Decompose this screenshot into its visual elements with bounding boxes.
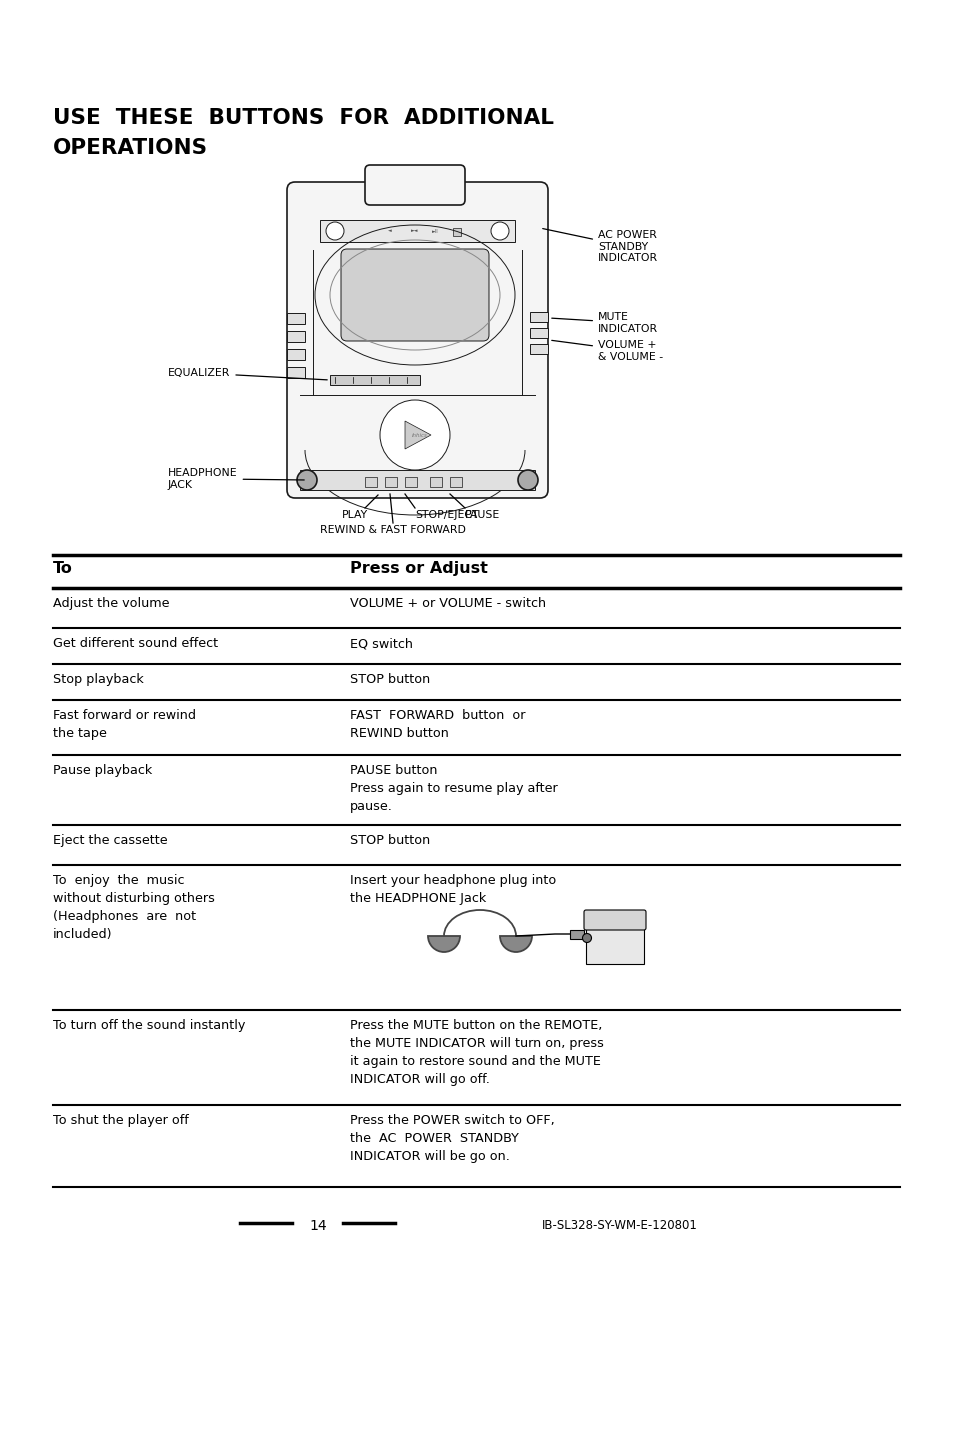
Text: Eject the cassette: Eject the cassette <box>53 834 168 847</box>
Text: Press the MUTE button on the REMOTE,
the MUTE INDICATOR will turn on, press
it a: Press the MUTE button on the REMOTE, the… <box>350 1020 603 1085</box>
Text: Insert your headphone plug into
the HEADPHONE Jack: Insert your headphone plug into the HEAD… <box>350 874 556 905</box>
Text: EQ switch: EQ switch <box>350 636 413 651</box>
Text: FAST  FORWARD  button  or
REWIND button: FAST FORWARD button or REWIND button <box>350 709 525 739</box>
Text: AC POWER
STANDBY
INDICATOR: AC POWER STANDBY INDICATOR <box>542 229 658 263</box>
Text: PLAY: PLAY <box>341 511 368 521</box>
Bar <box>453 227 460 236</box>
Wedge shape <box>428 937 459 952</box>
Text: ihhics: ihhics <box>412 432 428 438</box>
Text: MUTE
INDICATOR: MUTE INDICATOR <box>551 312 658 333</box>
Bar <box>450 478 461 488</box>
Text: IB-SL328-SY-WM-E-120801: IB-SL328-SY-WM-E-120801 <box>541 1218 698 1233</box>
Text: STOP/EJECT: STOP/EJECT <box>415 511 478 521</box>
Bar <box>585 922 643 964</box>
Bar <box>430 478 441 488</box>
Wedge shape <box>499 937 532 952</box>
Text: To shut the player off: To shut the player off <box>53 1114 189 1127</box>
Text: REWIND & FAST FORWARD: REWIND & FAST FORWARD <box>319 525 465 535</box>
Text: ►II: ►II <box>431 229 438 233</box>
Bar <box>287 313 305 325</box>
Text: Press the POWER switch to OFF,
the  AC  POWER  STANDBY
INDICATOR will be go on.: Press the POWER switch to OFF, the AC PO… <box>350 1114 554 1163</box>
Text: To: To <box>53 561 72 576</box>
Text: STOP button: STOP button <box>350 834 430 847</box>
Text: ►◄: ►◄ <box>411 229 418 233</box>
Bar <box>530 327 547 337</box>
Bar <box>405 478 416 488</box>
Text: USE  THESE  BUTTONS  FOR  ADDITIONAL: USE THESE BUTTONS FOR ADDITIONAL <box>53 109 554 129</box>
Bar <box>299 470 535 490</box>
FancyBboxPatch shape <box>340 249 489 340</box>
Text: Press or Adjust: Press or Adjust <box>350 561 487 576</box>
Text: Adjust the volume: Adjust the volume <box>53 596 170 611</box>
FancyBboxPatch shape <box>583 909 645 930</box>
Circle shape <box>379 400 450 470</box>
Circle shape <box>491 222 509 240</box>
Text: EQUALIZER: EQUALIZER <box>168 368 327 380</box>
Text: ◄: ◄ <box>388 229 392 233</box>
Text: STOP button: STOP button <box>350 674 430 686</box>
Text: VOLUME +
& VOLUME -: VOLUME + & VOLUME - <box>551 340 662 362</box>
Circle shape <box>296 470 316 490</box>
Circle shape <box>326 222 344 240</box>
Circle shape <box>582 934 591 942</box>
Bar <box>330 375 419 385</box>
FancyBboxPatch shape <box>365 164 464 204</box>
Text: To  enjoy  the  music
without disturbing others
(Headphones  are  not
included): To enjoy the music without disturbing ot… <box>53 874 214 941</box>
FancyBboxPatch shape <box>287 182 547 498</box>
Bar <box>319 220 515 242</box>
Bar <box>385 478 396 488</box>
Bar <box>530 345 547 355</box>
Bar <box>287 349 305 360</box>
Text: PAUSE button
Press again to resume play after
pause.: PAUSE button Press again to resume play … <box>350 764 558 814</box>
Text: HEADPHONE
JACK: HEADPHONE JACK <box>168 468 304 489</box>
Text: Get different sound effect: Get different sound effect <box>53 636 218 651</box>
Bar <box>530 312 547 322</box>
Text: OPERATIONS: OPERATIONS <box>53 139 208 157</box>
Text: 14: 14 <box>309 1218 327 1233</box>
Bar <box>287 368 305 378</box>
Bar <box>287 330 305 342</box>
Text: Pause playback: Pause playback <box>53 764 152 776</box>
Polygon shape <box>405 420 431 449</box>
Text: PAUSE: PAUSE <box>464 511 499 521</box>
Bar <box>569 930 583 940</box>
Circle shape <box>517 470 537 490</box>
Bar <box>365 478 376 488</box>
Text: To turn off the sound instantly: To turn off the sound instantly <box>53 1020 245 1032</box>
Text: VOLUME + or VOLUME - switch: VOLUME + or VOLUME - switch <box>350 596 545 611</box>
Text: Fast forward or rewind
the tape: Fast forward or rewind the tape <box>53 709 195 739</box>
Text: Stop playback: Stop playback <box>53 674 144 686</box>
